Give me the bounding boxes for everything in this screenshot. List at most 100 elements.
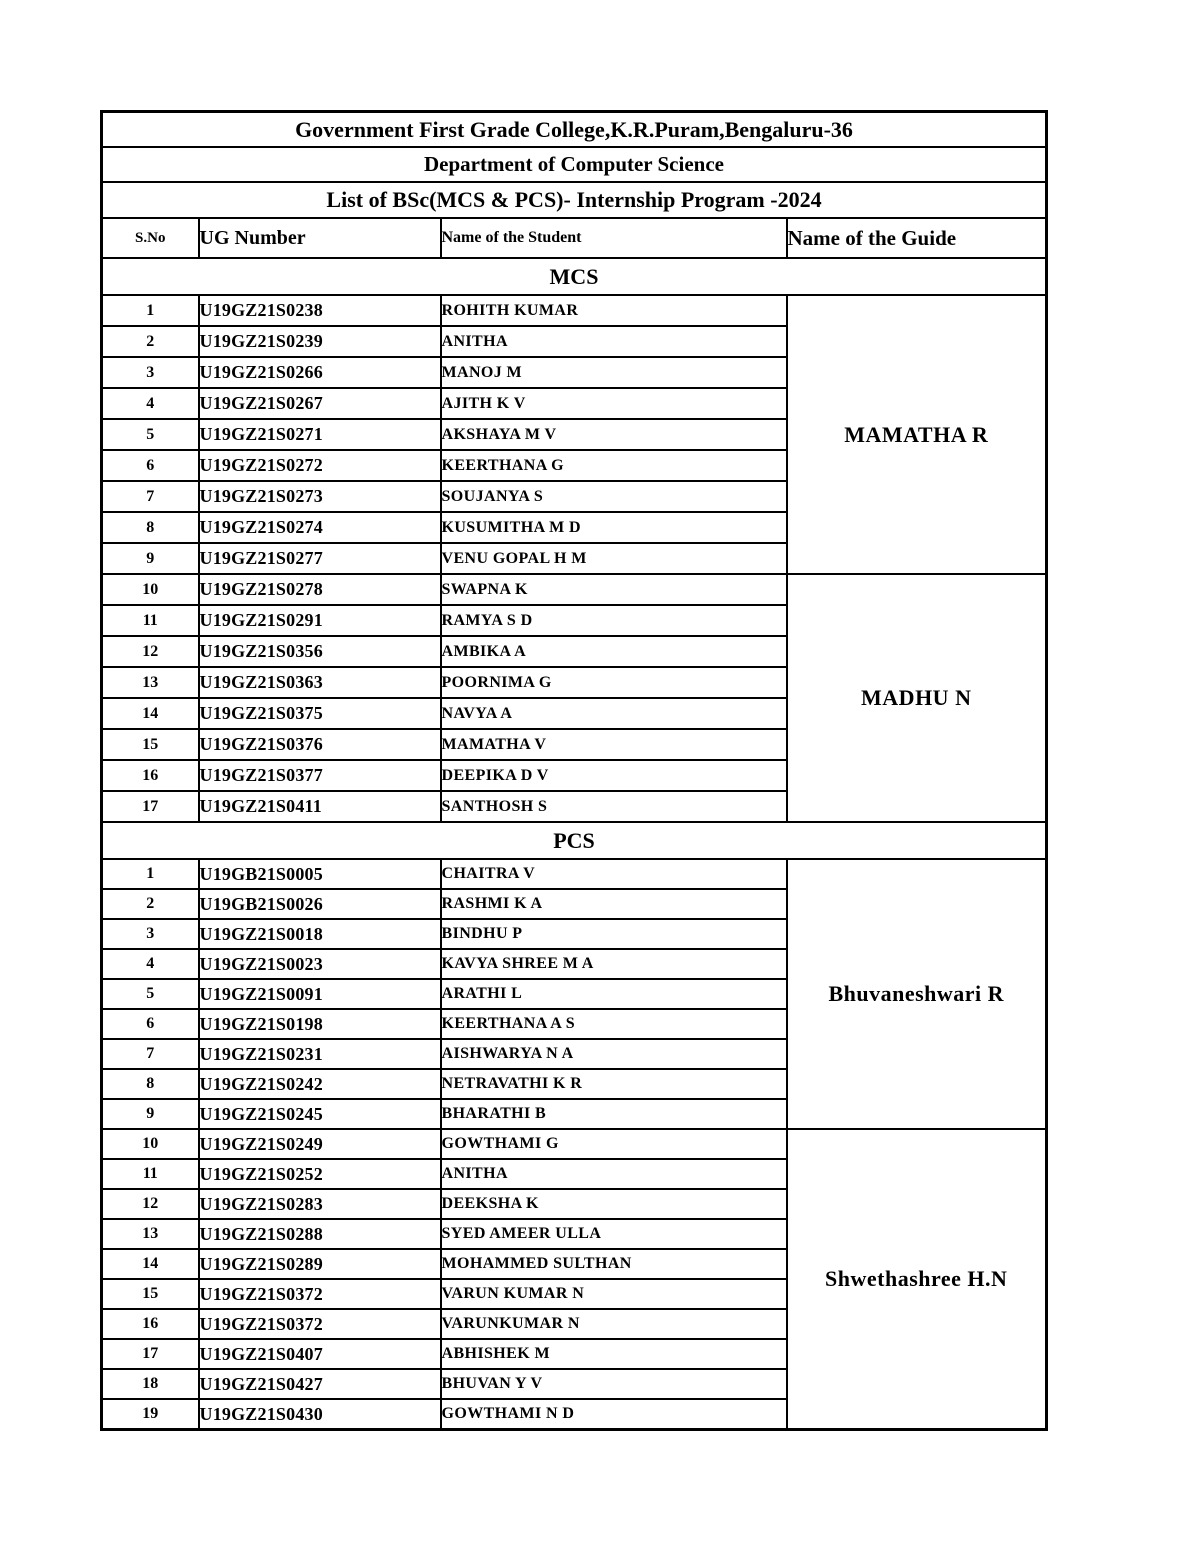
ug-number-value: U19GZ21S0231 [197, 1038, 442, 1070]
student-name-value: VENU GOPAL H M [439, 542, 788, 575]
table-row: 3 U19GZ21S0266 MANOJ M [100, 356, 1047, 389]
student-name-value: SANTHOSH S [439, 790, 788, 823]
table-row: 4 U19GZ21S0023 KAVYA SHREE M A [100, 948, 1047, 980]
ug-number-value: U19GZ21S0291 [197, 604, 442, 637]
ug-number-value: U19GZ21S0375 [197, 697, 442, 730]
table-row: 9 U19GZ21S0277 VENU GOPAL H M [100, 542, 1047, 575]
student-name-value: ANITHA [439, 1158, 788, 1190]
sno-value: 11 [100, 604, 200, 637]
ug-number-value: U19GZ21S0377 [197, 759, 442, 792]
student-name-value: KAVYA SHREE M A [439, 948, 788, 980]
sno-value: 17 [100, 1338, 200, 1370]
sno-value: 9 [100, 1098, 200, 1130]
ug-number-value: U19GZ21S0023 [197, 948, 442, 980]
student-name-value: DEEKSHA K [439, 1188, 788, 1220]
ug-number-value: U19GZ21S0238 [197, 294, 442, 327]
table-body: Government First Grade College,K.R.Puram… [100, 110, 1048, 1431]
college-title: Government First Grade College,K.R.Puram… [100, 110, 1048, 148]
list-title: List of BSc(MCS & PCS)- Internship Progr… [100, 181, 1048, 219]
ug-number-value: U19GZ21S0198 [197, 1008, 442, 1040]
column-header-student-name: Name of the Student [439, 217, 788, 259]
sno-value: 8 [100, 511, 200, 544]
student-name-value: POORNIMA G [439, 666, 788, 699]
student-name-value: KUSUMITHA M D [439, 511, 788, 544]
sno-value: 1 [100, 294, 200, 327]
sno-value: 16 [100, 1308, 200, 1340]
ug-number-value: U19GZ21S0376 [197, 728, 442, 761]
department-title: Department of Computer Science [100, 146, 1048, 183]
table-row: 10 U19GZ21S0249 GOWTHAMI G Shwethashree H.N [100, 1128, 1048, 1431]
table-row: 17 U19GZ21S0411 SANTHOSH S [100, 790, 1047, 823]
table-row: 8 U19GZ21S0274 KUSUMITHA M D [100, 511, 1047, 544]
table-row: 13 U19GZ21S0288 SYED AMEER ULLA [100, 1218, 1047, 1250]
ug-number-value: U19GZ21S0430 [197, 1398, 442, 1431]
table-row: 15 U19GZ21S0372 VARUN KUMAR N [100, 1278, 1047, 1310]
sno-value: 12 [100, 1188, 200, 1220]
sno-value: 8 [100, 1068, 200, 1100]
ug-number-value: U19GZ21S0283 [197, 1188, 442, 1220]
student-name-value: AKSHAYA M V [439, 418, 788, 451]
ug-number-value: U19GZ21S0289 [197, 1248, 442, 1280]
student-name-value: NAVYA A [439, 697, 788, 730]
table-row: 2 U19GB21S0026 RASHMI K A [100, 888, 1047, 920]
student-name-value: MAMATHA V [439, 728, 788, 761]
sno-value: 5 [100, 418, 200, 451]
sno-value: 10 [100, 573, 200, 606]
ug-number-value: U19GZ21S0288 [197, 1218, 442, 1250]
table-row: 17 U19GZ21S0407 ABHISHEK M [100, 1338, 1047, 1370]
list-title-row: List of BSc(MCS & PCS)- Internship Progr… [100, 181, 1048, 219]
ug-number-value: U19GZ21S0252 [197, 1158, 442, 1190]
column-header-row: S.No UG Number Name of the Student Name … [100, 217, 1048, 259]
student-name-value: MANOJ M [439, 356, 788, 389]
student-name-value: BINDHU P [439, 918, 788, 950]
sno-value: 1 [100, 858, 200, 890]
student-name-value: KEERTHANA G [439, 449, 788, 482]
guide-name-value: Shwethashree H.N [785, 1128, 1048, 1431]
student-name-value: BHARATHI B [439, 1098, 788, 1130]
sno-value: 11 [100, 1158, 200, 1190]
student-name-value: ANITHA [439, 325, 788, 358]
ug-number-value: U19GZ21S0273 [197, 480, 442, 513]
ug-number-value: U19GZ21S0372 [197, 1278, 442, 1310]
table-row: 7 U19GZ21S0273 SOUJANYA S [100, 480, 1047, 513]
table-row: 3 U19GZ21S0018 BINDHU P [100, 918, 1047, 950]
table-row: 5 U19GZ21S0271 AKSHAYA M V [100, 418, 1047, 451]
ug-number-value: U19GZ21S0242 [197, 1068, 442, 1100]
sno-value: 6 [100, 1008, 200, 1040]
table-row: 6 U19GZ21S0198 KEERTHANA A S [100, 1008, 1047, 1040]
ug-number-value: U19GZ21S0356 [197, 635, 442, 668]
table-row: 11 U19GZ21S0252 ANITHA [100, 1158, 1047, 1190]
ug-number-value: U19GZ21S0272 [197, 449, 442, 482]
table-row: 12 U19GZ21S0356 AMBIKA A [100, 635, 1047, 668]
student-name-value: RAMYA S D [439, 604, 788, 637]
student-name-value: AJITH K V [439, 387, 788, 420]
ug-number-value: U19GB21S0026 [197, 888, 442, 920]
sno-value: 10 [100, 1128, 200, 1160]
table-row: 11 U19GZ21S0291 RAMYA S D [100, 604, 1047, 637]
table-row: 15 U19GZ21S0376 MAMATHA V [100, 728, 1047, 761]
table-row: 16 U19GZ21S0377 DEEPIKA D V [100, 759, 1047, 792]
ug-number-value: U19GZ21S0372 [197, 1308, 442, 1340]
table-row: 9 U19GZ21S0245 BHARATHI B [100, 1098, 1047, 1130]
ug-number-value: U19GZ21S0277 [197, 542, 442, 575]
student-name-value: DEEPIKA D V [439, 759, 788, 792]
guide-name-value: MAMATHA R [785, 294, 1048, 575]
student-name-value: GOWTHAMI G [439, 1128, 788, 1160]
ug-number-value: U19GZ21S0018 [197, 918, 442, 950]
student-name-value: ABHISHEK M [439, 1338, 788, 1370]
column-header-ug-number: UG Number [197, 217, 442, 259]
section-title: PCS [100, 821, 1048, 860]
ug-number-value: U19GZ21S0245 [197, 1098, 442, 1130]
guide-name-value: Bhuvaneshwari R [785, 858, 1048, 1130]
table-row: 7 U19GZ21S0231 AISHWARYA N A [100, 1038, 1047, 1070]
ug-number-value: U19GZ21S0271 [197, 418, 442, 451]
student-name-value: VARUN KUMAR N [439, 1278, 788, 1310]
table-row: 14 U19GZ21S0289 MOHAMMED SULTHAN [100, 1248, 1047, 1280]
student-name-value: SOUJANYA S [439, 480, 788, 513]
ug-number-value: U19GZ21S0266 [197, 356, 442, 389]
sno-value: 5 [100, 978, 200, 1010]
student-name-value: CHAITRA V [439, 858, 788, 890]
student-name-value: MOHAMMED SULTHAN [439, 1248, 788, 1280]
column-header-sno: S.No [100, 217, 200, 259]
